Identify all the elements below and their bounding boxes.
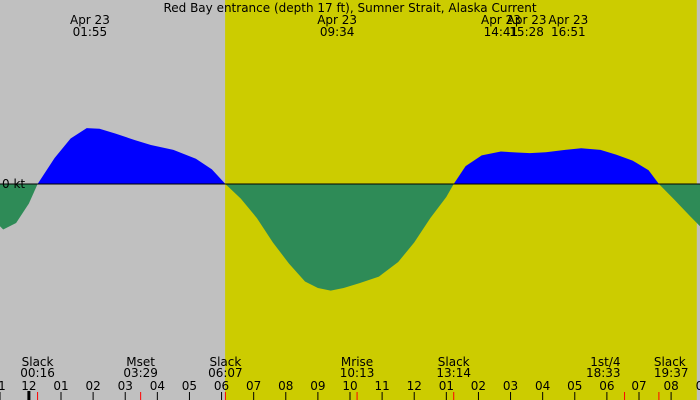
bottom-event-time-1: 03:29 (123, 366, 158, 380)
event-time-1: 09:34 (320, 25, 355, 39)
event-date-1: Apr 23 (317, 13, 357, 27)
bottom-event-time-6: 19:37 (654, 366, 689, 380)
hour-tick-label-7: 06 (214, 379, 229, 393)
hour-tick-label-2: 01 (53, 379, 68, 393)
hour-tick-label-12: 11 (374, 379, 389, 393)
hour-tick-label-10: 09 (310, 379, 325, 393)
hour-tick-label-16: 03 (503, 379, 518, 393)
bottom-event-time-2: 06:07 (208, 366, 243, 380)
hour-tick-label-15: 02 (471, 379, 486, 393)
hour-tick-label-20: 07 (631, 379, 646, 393)
bottom-event-time-0: 00:16 (20, 366, 55, 380)
hour-tick-label-21: 08 (663, 379, 678, 393)
bottom-event-label-0: Slack (22, 355, 54, 369)
hour-tick-label-22: 09 (696, 379, 700, 393)
ebb-area-0-0 (0, 184, 38, 230)
event-time-0: 01:55 (73, 25, 108, 39)
event-date-3: Apr 23 (507, 13, 547, 27)
bottom-event-time-4: 13:14 (436, 366, 471, 380)
hour-tick-label-3: 02 (85, 379, 100, 393)
hour-tick-label-14: 01 (439, 379, 454, 393)
bottom-event-label-3: Mrise (341, 355, 373, 369)
hour-tick-label-5: 04 (150, 379, 165, 393)
ebb-area-0-4 (658, 184, 700, 227)
event-date-4: Apr 23 (548, 13, 588, 27)
hour-tick-label-11: 10 (342, 379, 357, 393)
hour-tick-label-9: 08 (278, 379, 293, 393)
hour-tick-label-8: 07 (246, 379, 261, 393)
bottom-event-label-5: 1st/4 (590, 355, 620, 369)
hour-tick-label-17: 04 (535, 379, 550, 393)
chart-title: Red Bay entrance (depth 17 ft), Sumner S… (163, 1, 536, 15)
hour-tick-label-6: 05 (182, 379, 197, 393)
ebb-area-0-2 (225, 184, 454, 291)
flood-area-0-1 (37, 128, 226, 184)
event-time-4: 16:51 (551, 25, 586, 39)
event-date-2: Apr 23 (481, 13, 521, 27)
y-axis-label: 0 kt (2, 177, 25, 191)
hour-tick-label-0: .1 (0, 379, 6, 393)
bottom-event-label-1: Mset (126, 355, 155, 369)
hour-tick-label-1: 12 (21, 379, 36, 393)
event-date-0: Apr 23 (70, 13, 110, 27)
event-time-2: 14:41 (484, 25, 519, 39)
hour-tick-label-18: 05 (567, 379, 582, 393)
bottom-event-label-6: Slack (654, 355, 686, 369)
hour-tick-label-19: 06 (599, 379, 614, 393)
event-time-3: 15:28 (509, 25, 544, 39)
hour-tick-label-13: 12 (407, 379, 422, 393)
flood-area-0-3 (453, 148, 659, 184)
hour-tick-label-4: 03 (118, 379, 133, 393)
bottom-event-label-2: Slack (209, 355, 241, 369)
bottom-event-time-3: 10:13 (340, 366, 375, 380)
bottom-event-time-5: 18:33 (586, 366, 621, 380)
bottom-event-label-4: Slack (438, 355, 470, 369)
